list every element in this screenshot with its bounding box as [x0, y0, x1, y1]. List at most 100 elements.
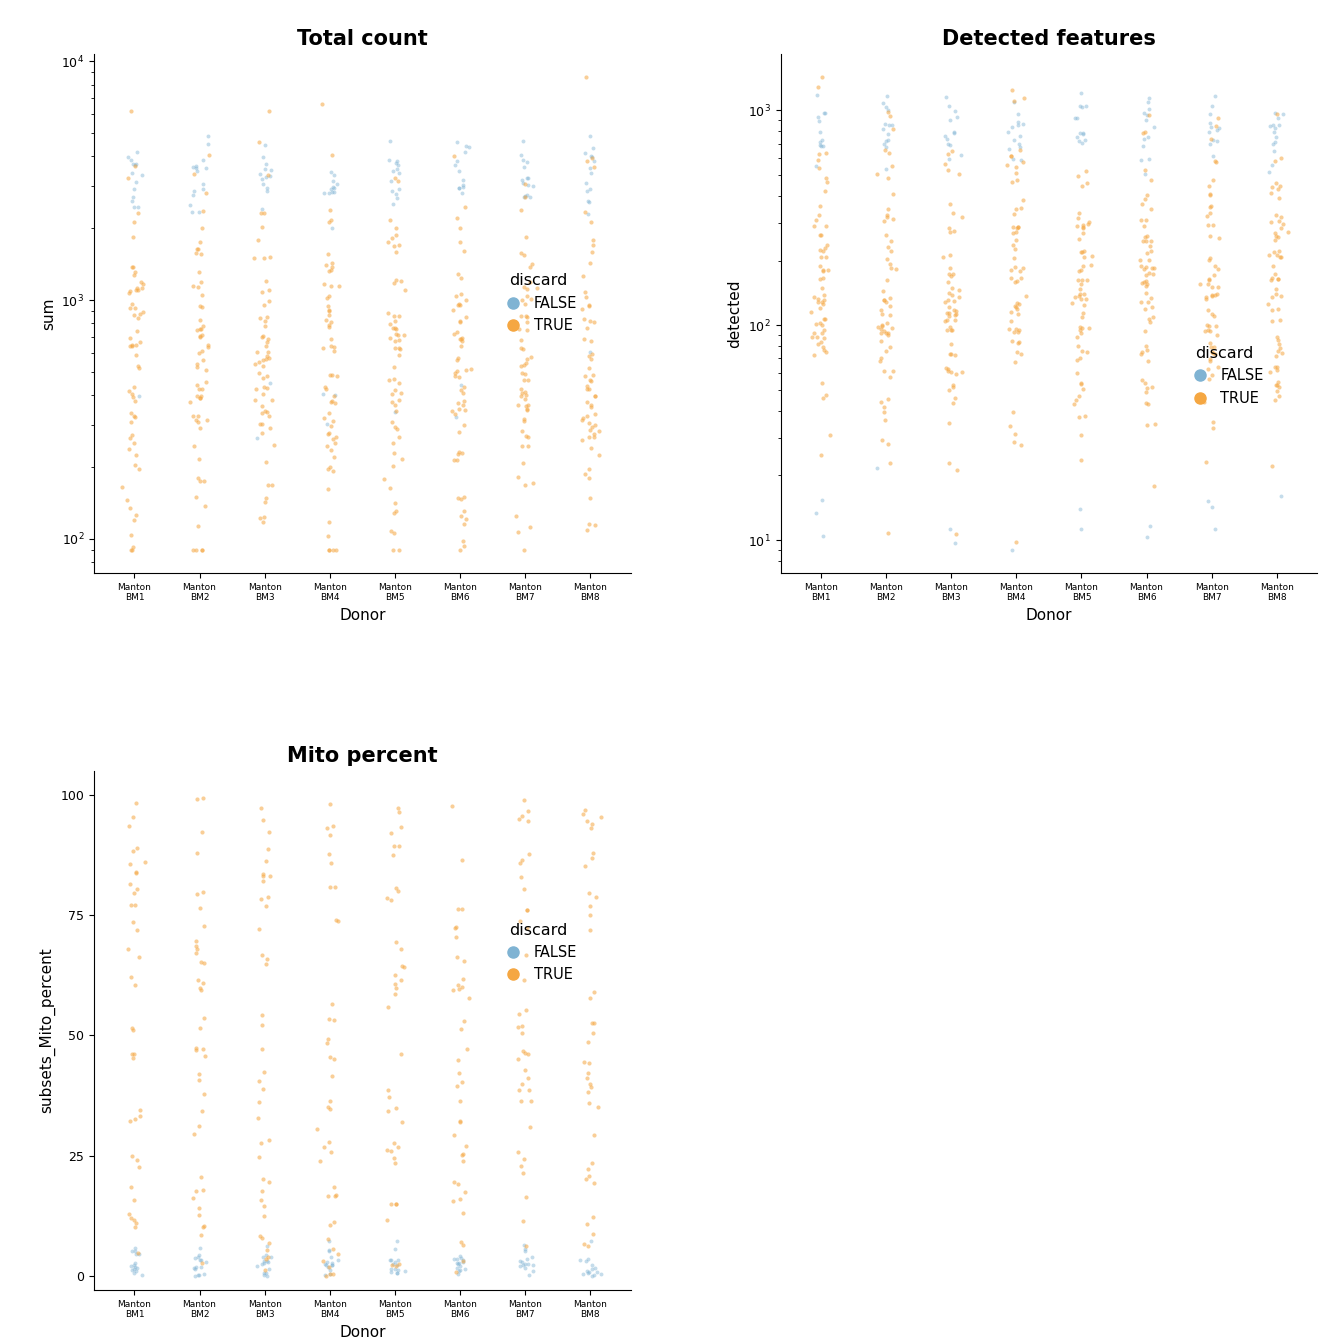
- Point: [1200, 348, 1222, 370]
- Point: [517, 1067, 539, 1089]
- Point: [382, 411, 403, 433]
- Point: [251, 1038, 273, 1059]
- Point: [946, 460, 968, 481]
- Point: [942, 263, 964, 285]
- Point: [1073, 246, 1094, 267]
- Point: [1266, 380, 1288, 402]
- Point: [449, 312, 470, 333]
- Point: [1070, 372, 1091, 394]
- Point: [578, 426, 599, 448]
- Point: [516, 184, 538, 206]
- Point: [1007, 298, 1028, 320]
- Point: [882, 156, 903, 177]
- Point: [874, 210, 895, 231]
- Point: [180, 194, 202, 215]
- Point: [194, 470, 215, 492]
- Point: [519, 255, 540, 277]
- Point: [122, 257, 144, 278]
- Point: [875, 323, 896, 344]
- Point: [1078, 211, 1099, 233]
- Point: [257, 306, 278, 328]
- Point: [249, 918, 270, 939]
- Point: [1004, 271, 1025, 293]
- Point: [941, 277, 962, 298]
- Point: [460, 358, 481, 379]
- Point: [323, 429, 344, 450]
- Point: [1004, 129, 1025, 151]
- Point: [125, 1253, 146, 1274]
- Point: [190, 296, 211, 317]
- Point: [378, 149, 399, 171]
- Point: [1136, 103, 1157, 125]
- Point: [813, 336, 835, 358]
- Point: [1134, 121, 1156, 142]
- Point: [386, 1255, 407, 1277]
- Point: [578, 1082, 599, 1103]
- Point: [323, 814, 344, 836]
- Point: [450, 328, 472, 349]
- Point: [1266, 374, 1288, 395]
- Point: [579, 419, 601, 441]
- Point: [1198, 359, 1219, 380]
- Point: [255, 167, 277, 188]
- Point: [805, 155, 827, 176]
- Point: [376, 1101, 398, 1122]
- Point: [939, 134, 961, 156]
- Point: [122, 509, 144, 531]
- Point: [1202, 417, 1223, 438]
- Point: [812, 241, 833, 262]
- Point: [187, 411, 208, 433]
- Point: [880, 230, 902, 251]
- Point: [316, 817, 337, 839]
- Point: [871, 347, 892, 368]
- Point: [1001, 79, 1023, 101]
- Point: [384, 216, 406, 238]
- Point: [579, 903, 601, 925]
- Point: [258, 1232, 280, 1254]
- Point: [945, 524, 966, 546]
- Point: [1207, 356, 1228, 378]
- Point: [251, 1004, 273, 1025]
- Point: [185, 485, 207, 507]
- Point: [319, 843, 340, 864]
- Point: [1074, 406, 1095, 427]
- Point: [1199, 332, 1220, 353]
- Point: [190, 384, 211, 406]
- Point: [575, 67, 597, 89]
- Point: [875, 130, 896, 152]
- Point: [513, 185, 535, 207]
- Point: [126, 277, 148, 298]
- Point: [379, 1249, 401, 1270]
- Point: [1137, 126, 1159, 148]
- Point: [323, 181, 344, 203]
- Point: [191, 1249, 212, 1270]
- Point: [515, 388, 536, 410]
- Point: [1140, 288, 1161, 309]
- Point: [320, 177, 341, 199]
- Point: [319, 314, 340, 336]
- Point: [1195, 452, 1216, 473]
- Point: [194, 952, 215, 973]
- Point: [134, 852, 156, 874]
- Point: [1009, 261, 1031, 282]
- Point: [250, 306, 271, 328]
- Point: [813, 261, 835, 282]
- Point: [1138, 312, 1160, 333]
- Point: [446, 1262, 468, 1284]
- Point: [942, 376, 964, 398]
- Point: [246, 1255, 267, 1277]
- Point: [452, 899, 473, 921]
- Point: [809, 297, 831, 319]
- Point: [814, 142, 836, 164]
- Point: [192, 1216, 214, 1238]
- Point: [317, 1251, 339, 1273]
- Point: [515, 1253, 536, 1274]
- Point: [878, 433, 899, 454]
- Point: [384, 492, 406, 513]
- Point: [874, 410, 895, 431]
- Point: [388, 390, 410, 411]
- Point: [320, 259, 341, 281]
- Point: [453, 1144, 474, 1165]
- Point: [319, 1132, 340, 1153]
- Point: [875, 340, 896, 362]
